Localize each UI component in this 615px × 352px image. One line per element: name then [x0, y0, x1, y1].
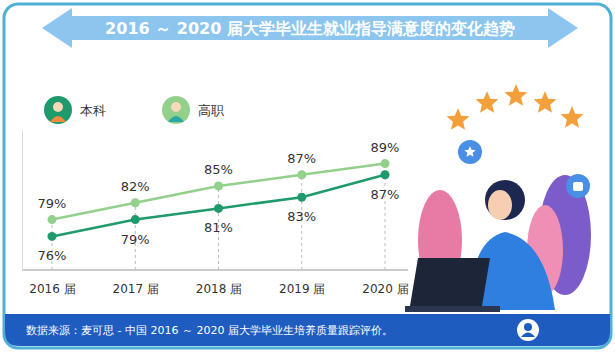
y-axis-line — [22, 131, 23, 271]
grid-line — [385, 164, 386, 270]
point — [381, 170, 390, 179]
illustration — [405, 84, 591, 312]
laptop-base — [405, 306, 500, 312]
badge — [458, 140, 482, 164]
x-tick: 2020 届 — [362, 270, 408, 296]
x-tick: 2017 届 — [113, 270, 159, 296]
point — [48, 215, 57, 224]
legend-label: 高职 — [198, 103, 224, 118]
legend-item: 高职 — [162, 96, 224, 124]
x-tick-label: 2018 届 — [196, 282, 242, 296]
badge — [566, 174, 590, 198]
footer-bar — [5, 314, 610, 346]
star — [464, 146, 475, 157]
data-label: 79% — [121, 232, 150, 247]
data-label: 87% — [371, 187, 400, 202]
data-label: 87% — [287, 151, 316, 166]
laptop — [410, 258, 490, 306]
x-tick: 2019 届 — [279, 270, 325, 296]
x-tick-label: 2016 届 — [29, 282, 75, 296]
point — [214, 204, 223, 213]
point — [297, 170, 306, 179]
data-label: 89% — [371, 140, 400, 155]
star — [534, 91, 557, 113]
star — [447, 108, 470, 130]
point — [131, 198, 140, 207]
x-tick-label: 2017 届 — [113, 282, 159, 296]
point — [297, 193, 306, 202]
point — [214, 182, 223, 191]
thumb — [573, 182, 583, 191]
star — [476, 91, 499, 113]
point — [381, 159, 390, 168]
person-face — [488, 190, 512, 220]
data-label: 82% — [121, 179, 150, 194]
x-tick-label: 2019 届 — [279, 282, 325, 296]
title: 2016 ～ 2020 届大学毕业生就业指导满意度的变化趋势 — [105, 19, 515, 38]
x-axis-line — [22, 270, 408, 271]
title-banner — [42, 8, 578, 48]
star — [505, 84, 528, 106]
x-tick: 2018 届 — [196, 270, 242, 296]
frame — [4, 4, 611, 348]
plot — [48, 159, 390, 241]
person-hair — [485, 180, 525, 220]
chart: 数据来源：麦可思 - 中国 2016 ～ 2020 届大学毕业生培养质量跟踪评价… — [0, 0, 615, 352]
x-axis: 2016 届 2017 届 2018 届 2019 届 2020 届 — [22, 270, 409, 296]
point — [48, 232, 57, 241]
data-label: 85% — [204, 162, 233, 177]
legend-label: 本科 — [80, 103, 106, 118]
y-axis — [22, 131, 23, 271]
source: 数据来源：麦可思 - 中国 2016 ～ 2020 届大学毕业生培养质量跟踪评价… — [26, 324, 393, 337]
series-line — [52, 175, 385, 237]
footer-icon — [517, 319, 539, 341]
legend-item: 本科 — [44, 96, 106, 124]
point — [131, 215, 140, 224]
x-tick-label: 2020 届 — [362, 282, 408, 296]
x-tick: 2016 届 — [29, 270, 75, 296]
data-label: 76% — [38, 248, 67, 263]
star — [561, 106, 584, 128]
data-label: 83% — [287, 209, 316, 224]
data-label: 79% — [38, 196, 67, 211]
data-label: 81% — [204, 220, 233, 235]
